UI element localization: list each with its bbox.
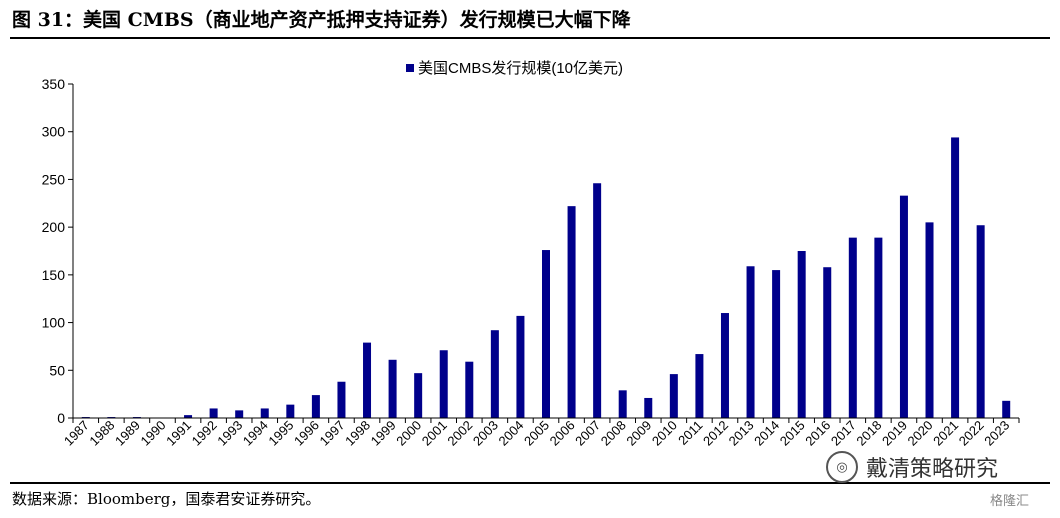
bottom-rule	[10, 482, 1050, 484]
x-tick-label: 2014	[751, 418, 782, 449]
figure-header: 图 31：美国 CMBS（商业地产资产抵押支持证券）发行规模已大幅下降	[12, 6, 1048, 36]
x-tick-label: 1995	[265, 418, 296, 449]
figure-title: 图 31：美国 CMBS（商业地产资产抵押支持证券）发行规模已大幅下降	[12, 9, 631, 31]
bar-2017	[848, 237, 857, 418]
legend-label: 美国CMBS发行规模(10亿美元)	[418, 60, 623, 77]
x-axis: 1987198819891990199119921993199419951996…	[61, 417, 1020, 449]
x-tick-label: 1993	[214, 418, 245, 449]
bar-2012	[720, 313, 729, 418]
x-tick-label: 1999	[368, 418, 399, 449]
bar-2021	[951, 137, 960, 418]
x-tick-label: 2005	[521, 418, 552, 449]
x-tick-label: 2013	[726, 418, 757, 449]
y-axis: 0 50 100 150 200 250 300 350	[42, 76, 74, 426]
x-tick-label: 2002	[444, 418, 475, 449]
bar-2004	[516, 315, 525, 418]
x-tick-label: 2007	[572, 418, 603, 449]
x-tick-label: 2003	[470, 418, 501, 449]
watermark-text: 戴清策略研究	[866, 457, 999, 482]
x-tick-label: 2020	[905, 418, 936, 449]
x-tick-label: 1996	[291, 418, 322, 449]
y-tick-label: 100	[42, 315, 66, 331]
x-tick-label: 1988	[86, 418, 117, 449]
bar-1992	[209, 408, 218, 418]
x-tick-label: 2015	[777, 418, 808, 449]
bar-1999	[388, 359, 397, 418]
x-tick-label: 1987	[61, 418, 92, 449]
bar-2005	[542, 250, 550, 418]
legend-swatch	[406, 64, 414, 72]
bar-2002	[465, 361, 474, 418]
bar-2011	[695, 354, 704, 418]
y-tick-label: 0	[57, 410, 65, 426]
y-tick-label: 150	[42, 267, 66, 283]
bar-2023	[1002, 400, 1011, 418]
bar-1993	[235, 410, 244, 418]
x-tick-label: 1994	[240, 418, 271, 449]
source-note: 数据来源：Bloomberg，国泰君安证券研究。	[12, 490, 321, 508]
bar-2003	[490, 330, 499, 418]
bar-2000	[414, 373, 423, 418]
y-tick-label: 300	[42, 124, 66, 140]
bar-2001	[439, 350, 448, 418]
x-tick-label: 2019	[879, 418, 910, 449]
bar-1997	[337, 381, 346, 418]
bar-2008	[618, 390, 627, 418]
x-tick-label: 2023	[981, 418, 1012, 449]
x-tick-label: 2018	[853, 418, 884, 449]
legend: 美国CMBS发行规模(10亿美元)	[406, 60, 623, 77]
watermark: ◎ 戴清策略研究	[826, 451, 998, 483]
top-rule	[10, 37, 1050, 39]
x-tick-label: 1990	[138, 418, 169, 449]
bar-2015	[797, 251, 806, 418]
bar-1991	[184, 415, 193, 418]
x-tick-label: 2011	[675, 418, 705, 448]
chart: 美国CMBS发行规模(10亿美元) 050100150200250300350 …	[42, 60, 1020, 449]
y-tick-label: 200	[42, 219, 66, 235]
bar-2022	[976, 225, 985, 418]
x-tick-label: 1989	[112, 418, 143, 449]
x-tick-label: 2006	[547, 418, 578, 449]
y-tick-label: 350	[42, 76, 66, 92]
x-tick-label: 2012	[700, 418, 731, 449]
y-tick-label: 250	[42, 171, 66, 187]
x-tick-label: 2001	[419, 418, 450, 449]
bar-2007	[593, 183, 602, 418]
bar-2009	[644, 397, 653, 418]
x-tick-label: 2004	[495, 418, 526, 449]
bar-1995	[286, 404, 295, 418]
x-tick-label: 2010	[649, 418, 680, 449]
x-tick-label: 2017	[828, 418, 859, 449]
x-tick-label: 2016	[802, 418, 833, 449]
x-tick-label: 1997	[317, 418, 348, 449]
bar-2010	[669, 374, 678, 418]
x-tick-label: 2000	[393, 418, 424, 449]
x-tick-label: 2008	[598, 418, 629, 449]
bar-2014	[772, 270, 781, 418]
x-tick-label: 1991	[163, 418, 194, 449]
gelonghui-logo: 格隆汇	[990, 494, 1030, 509]
bars	[81, 137, 1011, 418]
bar-2013	[746, 266, 755, 418]
x-tick-label: 1998	[342, 418, 373, 449]
bar-1994	[260, 408, 269, 418]
y-tick-label: 50	[49, 362, 65, 378]
bar-2020	[925, 222, 934, 418]
x-tick-label: 2022	[956, 418, 987, 449]
x-tick-label: 2021	[930, 418, 961, 449]
x-tick-label: 2009	[623, 418, 654, 449]
bar-1996	[311, 395, 320, 418]
bar-1998	[363, 342, 372, 418]
x-tick-label: 1992	[189, 418, 220, 449]
bar-2016	[823, 267, 832, 418]
wechat-icon: ◎	[826, 451, 858, 483]
bar-2018	[874, 237, 883, 418]
bar-2006	[567, 206, 576, 418]
bar-2019	[899, 195, 908, 418]
